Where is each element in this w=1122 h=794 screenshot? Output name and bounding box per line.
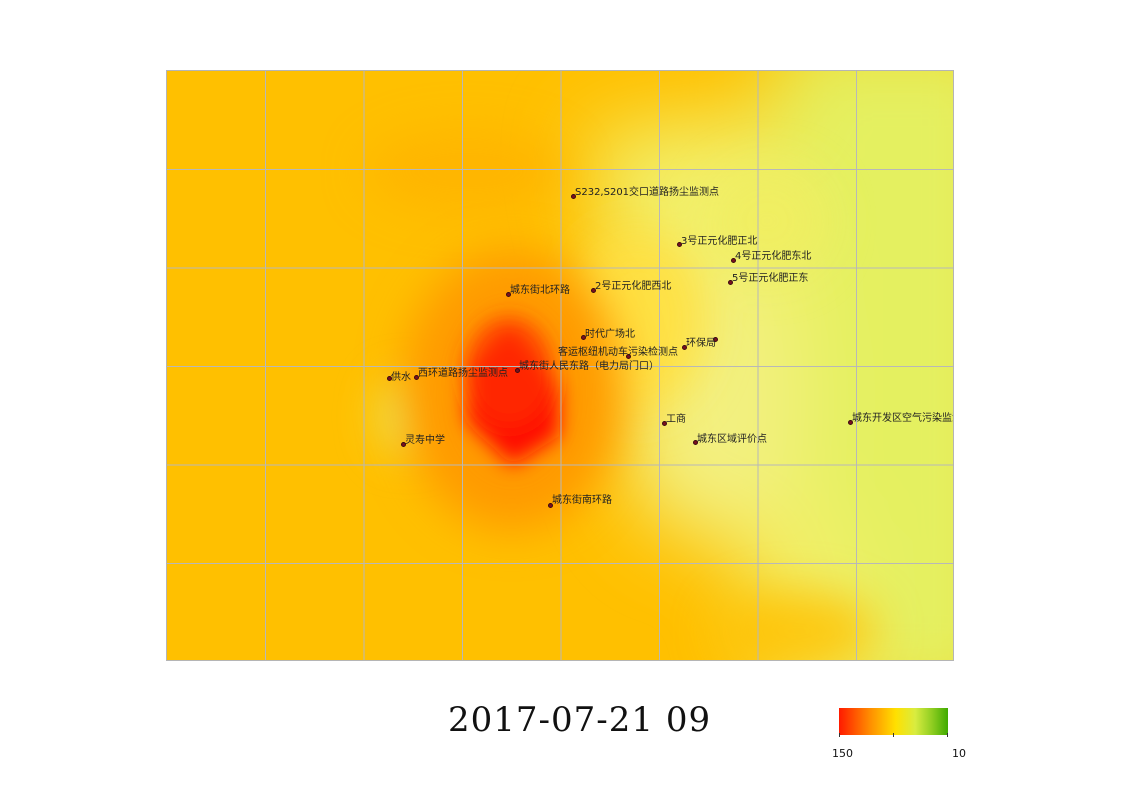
station-marker[interactable] (401, 442, 406, 447)
legend-max-label: 150 (832, 747, 853, 760)
station-label: 灵寿中学 (405, 435, 445, 446)
peak-concentration-core (464, 316, 559, 466)
station-label: 工商 (666, 414, 686, 425)
station-label: 3号正元化肥正北 (681, 236, 758, 247)
station-label: 城东街北环路 (510, 285, 570, 296)
station-marker[interactable] (626, 354, 631, 359)
legend-tick (839, 733, 840, 737)
station-label: 城东区域评价点 (697, 434, 767, 445)
station-marker[interactable] (571, 194, 576, 199)
station-marker[interactable] (548, 503, 553, 508)
legend-tick (947, 733, 948, 737)
station-marker[interactable] (728, 280, 733, 285)
station-marker[interactable] (591, 288, 596, 293)
station-marker[interactable] (731, 258, 736, 263)
station-marker[interactable] (677, 242, 682, 247)
station-label: 客运枢纽机动车污染检测点 (558, 347, 678, 358)
station-label: 城东街人民东路（电力局门口） (519, 361, 659, 372)
station-marker[interactable] (662, 421, 667, 426)
station-marker[interactable] (515, 368, 520, 373)
map-timestamp: 2017-07-21 09 (448, 700, 712, 740)
station-label: 供水 (391, 372, 411, 383)
station-marker[interactable] (682, 345, 687, 350)
station-marker[interactable] (414, 375, 419, 380)
heatmap-surface (167, 71, 953, 660)
station-label: 城东街南环路 (552, 495, 612, 506)
map-grid (167, 71, 953, 660)
station-marker[interactable] (713, 337, 718, 342)
station-label: 环保局 (686, 338, 716, 349)
station-label: 时代广场北 (585, 329, 635, 340)
legend-min-label: 10 (952, 747, 966, 760)
station-marker[interactable] (387, 376, 392, 381)
station-marker[interactable] (581, 335, 586, 340)
station-label: S232,S201交口道路扬尘监测点 (575, 187, 720, 198)
station-label: 西环道路扬尘监测点 (418, 368, 508, 379)
station-marker[interactable] (693, 440, 698, 445)
station-label: 4号正元化肥东北 (735, 251, 812, 262)
color-scale-legend (839, 708, 948, 735)
pollution-heatmap-map: S232,S201交口道路扬尘监测点 3号正元化肥正北 4号正元化肥东北 5号正… (166, 70, 954, 661)
station-marker[interactable] (848, 420, 853, 425)
station-label: 5号正元化肥正东 (732, 273, 809, 284)
station-label: 城东开发区空气污染监测点 (852, 413, 953, 424)
station-label: 2号正元化肥西北 (595, 281, 672, 292)
legend-tick (893, 733, 894, 737)
station-marker[interactable] (506, 292, 511, 297)
